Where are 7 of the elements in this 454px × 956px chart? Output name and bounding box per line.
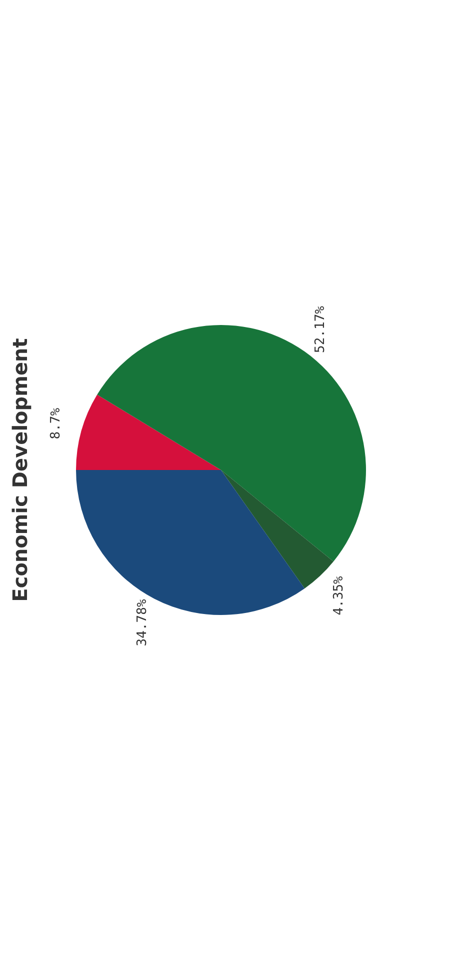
pie-slice xyxy=(221,470,334,588)
text: Economic Development xyxy=(8,338,32,602)
data-label: 8.7% xyxy=(48,408,64,440)
data-label: 52.17% xyxy=(313,306,328,353)
data-label: 4.35% xyxy=(331,576,346,616)
pie-slice xyxy=(76,394,221,470)
data-label: 34.78% xyxy=(134,599,150,646)
